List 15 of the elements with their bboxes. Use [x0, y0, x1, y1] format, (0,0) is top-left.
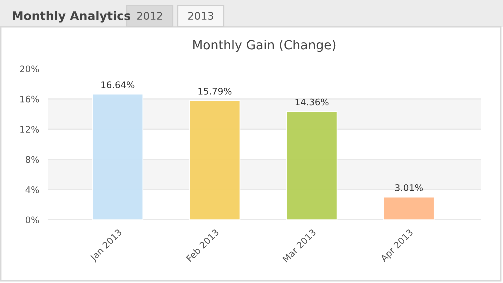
data-label: 14.36%	[296, 98, 329, 106]
y-tick-label: 0%	[26, 216, 40, 224]
data-label: 16.64%	[102, 82, 135, 88]
y-tick-label: 16%	[20, 96, 40, 103]
data-label: 3.01%	[396, 184, 423, 192]
text: 2013	[188, 12, 214, 20]
y-tick-label: 4%	[26, 186, 40, 194]
text: 2012	[138, 12, 162, 20]
y-tick-label: 8%	[26, 156, 40, 164]
y-tick-label: 20%	[20, 66, 40, 73]
y-tick-label: 12%	[20, 126, 40, 133]
chart-title: Monthly Gain (Change)	[194, 40, 336, 52]
bar	[383, 196, 435, 220]
data-label: 15.79%	[198, 88, 232, 95]
text: Monthly Analytics	[13, 11, 131, 23]
